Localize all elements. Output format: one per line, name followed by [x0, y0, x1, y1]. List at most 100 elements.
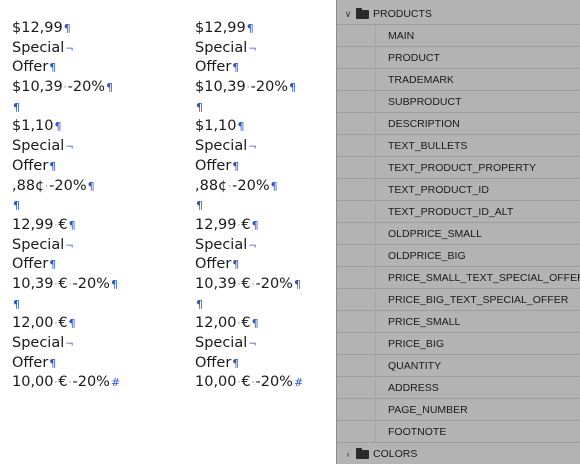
text-run: Special [195, 236, 248, 253]
text-line[interactable]: ¶ [195, 98, 345, 118]
indent-spacer [337, 157, 376, 179]
style-item[interactable]: ADDRESS [337, 377, 580, 399]
text-line[interactable]: Special¬ [195, 137, 345, 157]
style-item[interactable]: PAGE_NUMBER [337, 399, 580, 421]
text-line[interactable]: 12,99·€¶ [12, 216, 162, 236]
style-item[interactable]: QUANTITY [337, 355, 580, 377]
style-item[interactable]: PRICE_SMALL [337, 311, 580, 333]
text-line[interactable]: ¶ [12, 295, 162, 315]
style-item[interactable]: TEXT_PRODUCT_ID_ALT [337, 201, 580, 223]
paragraph-marker: ¶ [196, 100, 203, 114]
text-line[interactable]: Offer¶ [12, 255, 162, 275]
text-frame-right[interactable]: $12,99¶ Special¬ Offer¶ $10,39·-20%¶ ¶ $1,10¶… [195, 19, 345, 393]
text-run: 12,99 [195, 216, 237, 233]
space-marker: · [237, 279, 241, 290]
text-line[interactable]: Special¬ [12, 39, 162, 59]
text-run: € [241, 374, 251, 391]
text-line[interactable]: ,88¢·-20%¶ [12, 177, 162, 197]
text-line[interactable]: $1,10¶ [12, 117, 162, 137]
text-line[interactable]: Special¬ [195, 236, 345, 256]
text-line[interactable]: 10,39·€·-20%¶ [195, 275, 345, 295]
paragraph-marker: ¶ [63, 22, 71, 35]
text-line[interactable]: Special¬ [195, 39, 345, 59]
text-line[interactable]: Offer¶ [12, 58, 162, 78]
space-marker: · [54, 319, 58, 330]
text-line[interactable]: ¶ [12, 196, 162, 216]
line-break-marker: ¬ [248, 240, 257, 252]
style-item[interactable]: TEXT_BULLETS [337, 135, 580, 157]
text-run: -20% [67, 79, 106, 96]
style-item[interactable]: FOOTNOTE [337, 421, 580, 443]
text-line[interactable]: 12,00·€¶ [12, 314, 162, 334]
paragraph-marker: ¶ [49, 356, 57, 370]
text-line[interactable]: Special¬ [12, 236, 162, 256]
style-item[interactable]: PRODUCT [337, 47, 580, 69]
text-run: -20% [49, 177, 87, 194]
text-run: Special [12, 138, 65, 155]
text-line[interactable]: Offer¶ [195, 354, 345, 374]
text-line[interactable]: 10,00·€·-20%# [195, 373, 345, 393]
end-of-story-marker: # [110, 376, 121, 390]
text-line[interactable]: Offer¶ [195, 157, 345, 177]
text-run: Offer [12, 157, 49, 174]
text-line[interactable]: $10,39·-20%¶ [195, 78, 345, 98]
group-products[interactable]: ∨ PRODUCTS [337, 3, 580, 25]
text-line[interactable]: Offer¶ [12, 354, 162, 374]
style-item[interactable]: PRICE_SMALL_TEXT_SPECIAL_OFFER [337, 267, 580, 289]
style-item[interactable]: PRICE_BIG [337, 333, 580, 355]
text-line[interactable]: Special¬ [12, 334, 162, 354]
chevron-right-icon[interactable]: › [346, 449, 350, 459]
text-line[interactable]: ,88¢·-20%¶ [195, 177, 345, 197]
text-line[interactable]: ¶ [12, 98, 162, 118]
space-marker: · [54, 220, 58, 231]
group-colors[interactable]: › COLORS [337, 443, 580, 465]
text-line[interactable]: $12,99¶ [12, 19, 162, 39]
text-line[interactable]: Special¬ [195, 334, 345, 354]
text-line[interactable]: 10,39·€·-20%¶ [12, 275, 162, 295]
text-frame-left[interactable]: $12,99¶ Special¬ Offer¶ $10,39·-20%¶ ¶ $1,10¶… [12, 19, 162, 393]
space-marker: · [54, 378, 58, 389]
style-item[interactable]: TEXT_PRODUCT_ID [337, 179, 580, 201]
text-line[interactable]: ¶ [195, 295, 345, 315]
space-marker: · [237, 378, 241, 389]
space-marker: · [246, 83, 250, 94]
text-run: -20% [232, 177, 270, 194]
text-run: € [58, 374, 68, 391]
style-item[interactable]: MAIN [337, 25, 580, 47]
style-item[interactable]: PRICE_BIG_TEXT_SPECIAL_OFFER [337, 289, 580, 311]
indent-spacer [337, 201, 376, 223]
text-line[interactable]: 10,00·€·-20%# [12, 373, 162, 393]
indent-spacer [337, 311, 376, 333]
text-run: $12,99 [12, 20, 63, 36]
style-item[interactable]: TEXT_PRODUCT_PROPERTY [337, 157, 580, 179]
indent-spacer [337, 421, 376, 443]
text-run: Special [195, 335, 248, 351]
text-run: $10,39 [195, 79, 246, 96]
paragraph-marker: ¶ [13, 297, 20, 311]
paragraph-marker: ¶ [293, 277, 301, 291]
indent-spacer [337, 91, 376, 113]
folder-icon [356, 8, 369, 19]
style-item[interactable]: OLDPRICE_SMALL [337, 223, 580, 245]
document-page[interactable]: $12,99¶ Special¬ Offer¶ $10,39·-20%¶ ¶ $1,10¶… [0, 0, 336, 464]
indent-spacer [337, 69, 376, 91]
text-line[interactable]: $12,99¶ [195, 19, 345, 39]
text-line[interactable]: 12,00·€¶ [195, 314, 345, 334]
line-break-marker: ¬ [65, 43, 74, 55]
text-line[interactable]: Offer¶ [195, 58, 345, 78]
style-item[interactable]: DESCRIPTION [337, 113, 580, 135]
text-line[interactable]: $1,10¶ [195, 117, 345, 137]
text-line[interactable]: 12,99·€¶ [195, 216, 345, 236]
text-line[interactable]: Offer¶ [12, 157, 162, 177]
text-line[interactable]: Special¬ [12, 137, 162, 157]
text-line[interactable]: ¶ [195, 196, 345, 216]
text-line[interactable]: Offer¶ [195, 255, 345, 275]
style-item[interactable]: TRADEMARK [337, 69, 580, 91]
style-item[interactable]: OLDPRICE_BIG [337, 245, 580, 267]
text-run: Offer [195, 59, 232, 76]
chevron-down-icon[interactable]: ∨ [344, 9, 352, 19]
paragraph-marker: ¶ [49, 61, 57, 75]
style-item[interactable]: SUBPRODUCT [337, 91, 580, 113]
line-break-marker: ¬ [65, 240, 74, 252]
text-line[interactable]: $10,39·-20%¶ [12, 78, 162, 98]
